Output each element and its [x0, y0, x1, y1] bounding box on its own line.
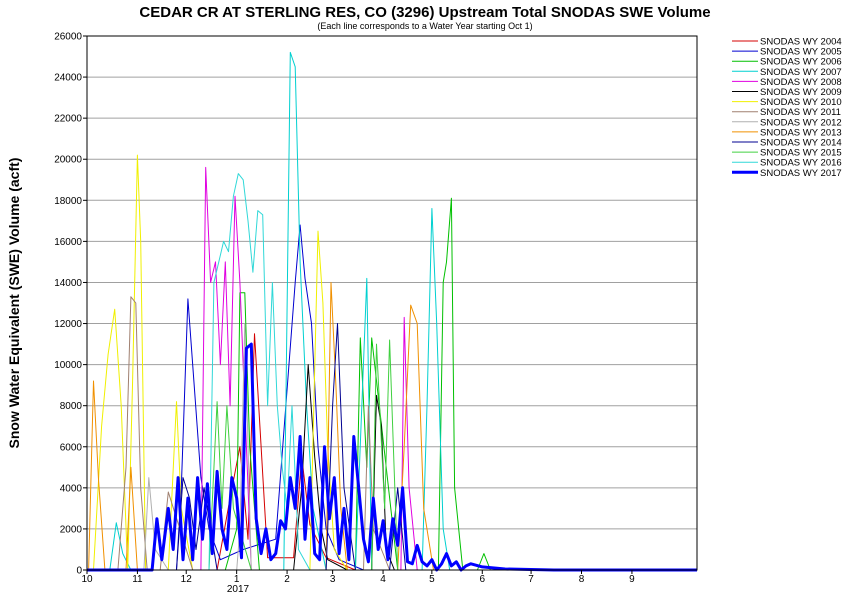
x-tick-label: 9	[629, 574, 635, 585]
series-line-wy-2013	[87, 282, 434, 571]
x-tick-label: 8	[579, 574, 585, 585]
legend-entry: SNODAS WY 2014	[760, 138, 842, 149]
legend-entry: SNODAS WY 2013	[760, 127, 842, 138]
x-tick-label: 1	[234, 574, 240, 585]
x-tick-label: 10	[81, 574, 93, 585]
legend-entry: SNODAS WY 2016	[760, 158, 842, 169]
legend-entry: SNODAS WY 2008	[760, 77, 842, 88]
y-tick-label: 22000	[54, 114, 82, 125]
series-line-wy-2005	[87, 224, 384, 571]
legend-entry: SNODAS WY 2012	[760, 117, 842, 128]
y-tick-label: 0	[76, 566, 82, 577]
x-tick-label: 12	[181, 574, 193, 585]
x-tick-label: 4	[380, 574, 386, 585]
legend-entry: SNODAS WY 2005	[760, 47, 842, 58]
y-tick-label: 10000	[54, 360, 82, 371]
gridlines	[87, 76, 697, 530]
legend-entry: SNODAS WY 2004	[760, 37, 842, 48]
series-line-wy-2016	[87, 173, 311, 571]
legend-entry: SNODAS WY 2006	[760, 57, 842, 68]
y-tick-label: 20000	[54, 155, 82, 166]
y-tick-label: 18000	[54, 196, 82, 207]
legend-entry: SNODAS WY 2009	[760, 87, 842, 98]
plot-frame	[86, 35, 698, 571]
y-tick-label: 14000	[54, 278, 82, 289]
x-axis: 10 11 12 1 2 3 4 5 6 7 8 9	[81, 570, 635, 585]
x-tick-label: 2	[284, 574, 290, 585]
y-tick-label: 2000	[60, 524, 83, 535]
legend-entry: SNODAS WY 2011	[760, 107, 841, 118]
legend-entry: SNODAS WY 2010	[760, 97, 842, 108]
x-tick-label: 3	[330, 574, 336, 585]
legend-entry: SNODAS WY 2007	[760, 67, 842, 78]
x-axis-year-label: 2017	[227, 584, 250, 595]
series-line-wy-2008	[87, 166, 431, 571]
y-tick-label: 16000	[54, 237, 82, 248]
y-tick-label: 26000	[54, 32, 82, 43]
y-tick-label: 24000	[54, 73, 82, 84]
y-tick-label: 4000	[60, 483, 83, 494]
legend-entry: SNODAS WY 2015	[760, 148, 842, 159]
y-axis-label: Snow Water Equivalent (SWE) Volume (acft…	[6, 158, 22, 449]
series-lines	[87, 51, 697, 572]
chart-title: CEDAR CR AT STERLING RES, CO (3296) Upst…	[139, 4, 710, 21]
y-tick-label: 8000	[60, 401, 83, 412]
y-tick-label: 12000	[54, 319, 82, 330]
x-tick-label: 11	[132, 574, 143, 585]
x-tick-label: 7	[528, 574, 534, 585]
legend-entry: SNODAS WY 2017	[760, 168, 842, 179]
y-tick-label: 6000	[60, 442, 83, 453]
series-line-wy-2017	[87, 342, 697, 572]
x-tick-label: 5	[429, 574, 435, 585]
chart-subtitle: (Each line corresponds to a Water Year s…	[317, 21, 532, 31]
y-axis: 0 2000 4000 6000 8000 10000 12000 14000 16000 180…	[54, 32, 87, 577]
x-tick-label: 6	[479, 574, 485, 585]
